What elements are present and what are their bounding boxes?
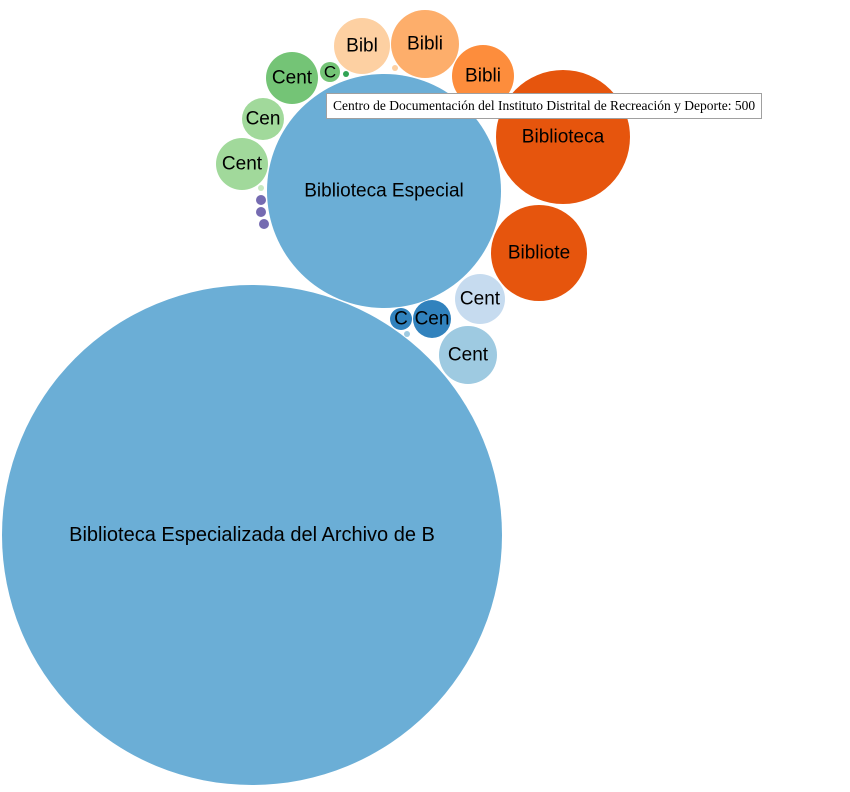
bubble[interactable]	[216, 138, 268, 190]
bubble-label: Bibli	[407, 34, 443, 55]
bubble[interactable]	[242, 98, 284, 140]
hover-tooltip: Centro de Documentación del Instituto Di…	[326, 93, 763, 119]
bubble-label: Cen	[415, 309, 450, 330]
bubble-label: Biblioteca Especial	[304, 181, 463, 202]
bubble[interactable]	[258, 185, 264, 191]
bubble[interactable]	[390, 308, 412, 330]
bubble[interactable]	[259, 219, 269, 229]
bubble-label: Biblioteca Especializada del Archivo de …	[69, 524, 435, 546]
bubble-label: C	[324, 63, 336, 82]
bubble[interactable]	[391, 10, 459, 78]
bubble-label: Cent	[460, 289, 501, 310]
bubble-label: Bibli	[465, 66, 501, 87]
bubble-label: Cent	[272, 68, 313, 89]
bubble[interactable]	[452, 45, 514, 107]
bubble[interactable]	[439, 326, 497, 384]
bubble-label: Cent	[222, 154, 263, 175]
bubble[interactable]	[404, 331, 410, 337]
bubble[interactable]	[320, 62, 340, 82]
bubble[interactable]	[392, 65, 398, 71]
bubble-label: Cen	[246, 109, 281, 130]
bubble[interactable]	[343, 71, 349, 77]
bubble[interactable]	[267, 74, 501, 308]
bubble-label: Bibl	[346, 36, 378, 57]
bubble-label: Bibliote	[508, 243, 570, 264]
bubble-label: Biblioteca	[522, 127, 605, 148]
bubble[interactable]	[2, 285, 502, 785]
bubble-label: Cent	[448, 345, 489, 366]
bubble[interactable]	[256, 195, 266, 205]
bubble[interactable]	[413, 300, 451, 338]
bubble-label: C	[394, 309, 408, 330]
bubble[interactable]	[334, 18, 390, 74]
bubble[interactable]	[266, 52, 318, 104]
bubble[interactable]	[491, 205, 587, 301]
bubble[interactable]	[256, 207, 266, 217]
bubble[interactable]	[455, 274, 505, 324]
